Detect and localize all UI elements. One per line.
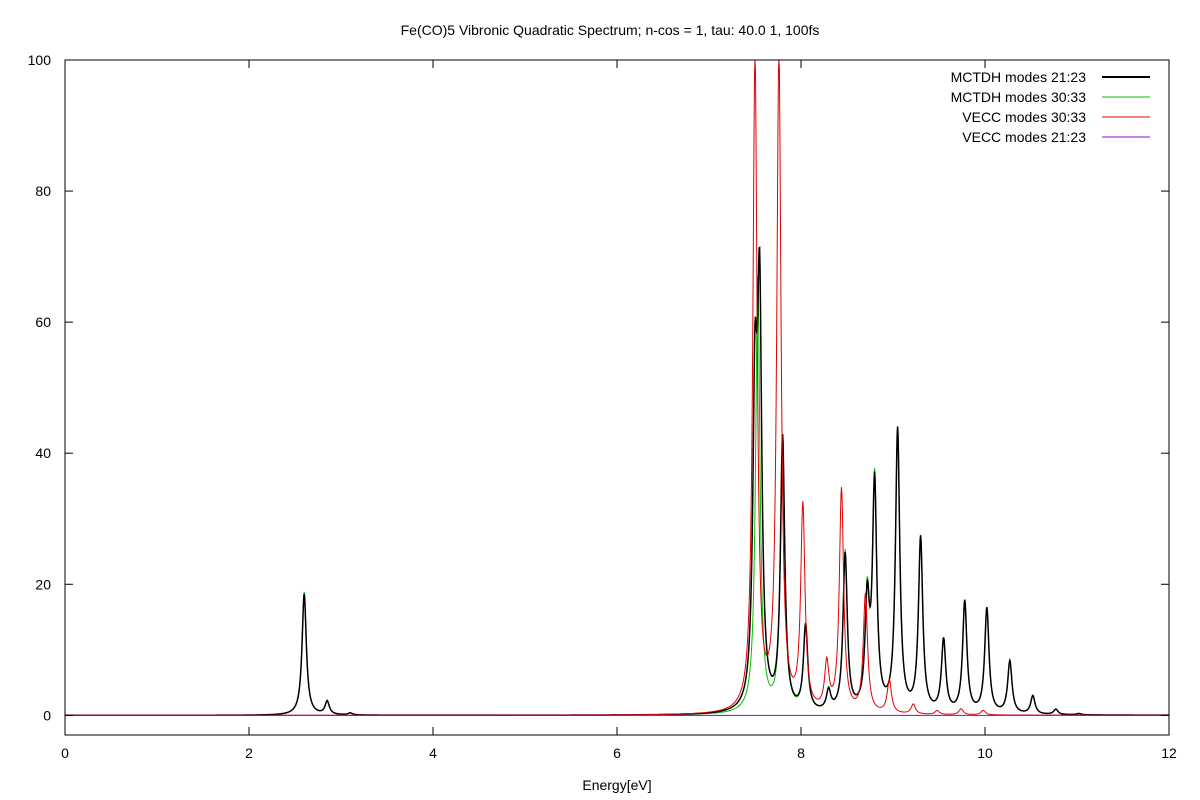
plot-frame [64,59,1170,736]
legend: MCTDH modes 21:23 MCTDH modes 30:33 VECC m… [951,69,1150,145]
axis-ticks [64,59,1170,735]
chart-title: Fe(CO)5 Vibronic Quadratic Spectrum; n-c… [401,22,820,38]
y-tick-label: 20 [35,576,51,592]
x-axis-label: Energy[eV] [582,777,651,793]
y-tick-labels: 0 20 40 60 80 100 [28,52,52,723]
y-tick-label: 40 [35,445,51,461]
y-tick-label: 60 [35,314,51,330]
x-tick-label: 4 [429,745,437,761]
legend-label: VECC modes 21:23 [962,129,1086,145]
y-tick-label: 0 [43,707,51,723]
legend-label: MCTDH modes 30:33 [951,89,1087,105]
x-tick-label: 8 [797,745,805,761]
x-tick-label: 2 [245,745,253,761]
x-tick-label: 10 [977,745,993,761]
x-tick-labels: 0 2 4 6 8 10 12 [61,745,1177,761]
x-tick-label: 0 [61,745,69,761]
y-tick-label: 100 [28,52,52,68]
plot-lines [65,59,1169,717]
series-line-0 [65,245,1169,717]
series-line-1 [65,275,1169,716]
x-tick-label: 6 [613,745,621,761]
series-line-2 [65,59,1169,716]
y-tick-label: 80 [35,183,51,199]
legend-label: MCTDH modes 21:23 [951,69,1087,85]
legend-label: VECC modes 30:33 [962,109,1086,125]
x-tick-label: 12 [1161,745,1177,761]
